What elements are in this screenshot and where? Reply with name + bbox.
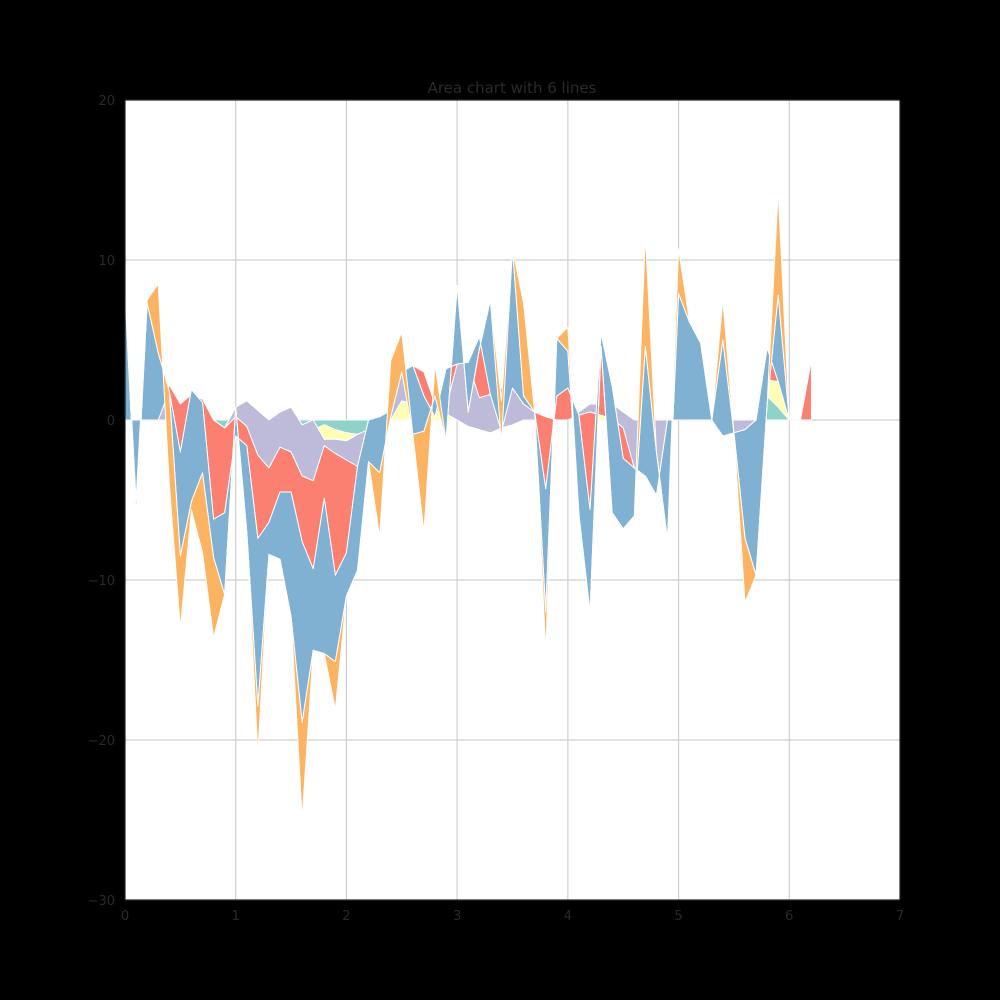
series-layer	[124, 190, 812, 819]
tick-layer: 0 1 2 3 4 5 6 7 −30 −20 −10 0 10 20	[88, 94, 905, 924]
series-area-6	[124, 190, 812, 819]
chart-title: Area chart with 6 lines	[428, 79, 597, 97]
plot-background	[125, 100, 900, 900]
x-tick-label: 6	[785, 909, 793, 924]
x-tick-label: 4	[564, 909, 572, 924]
y-tick-label: −20	[88, 734, 115, 749]
y-tick-label: 0	[107, 414, 115, 429]
x-tick-label: 5	[674, 909, 682, 924]
y-tick-label: −30	[88, 894, 115, 909]
y-tick-label: 10	[98, 254, 115, 269]
y-tick-label: −10	[88, 574, 115, 589]
x-tick-label: 2	[342, 909, 350, 924]
x-tick-label: 3	[453, 909, 461, 924]
x-tick-label: 0	[121, 909, 129, 924]
x-tick-label: 1	[232, 909, 240, 924]
y-tick-label: 20	[98, 94, 115, 109]
plot-frame	[124, 99, 901, 901]
x-tick-label: 7	[896, 909, 904, 924]
